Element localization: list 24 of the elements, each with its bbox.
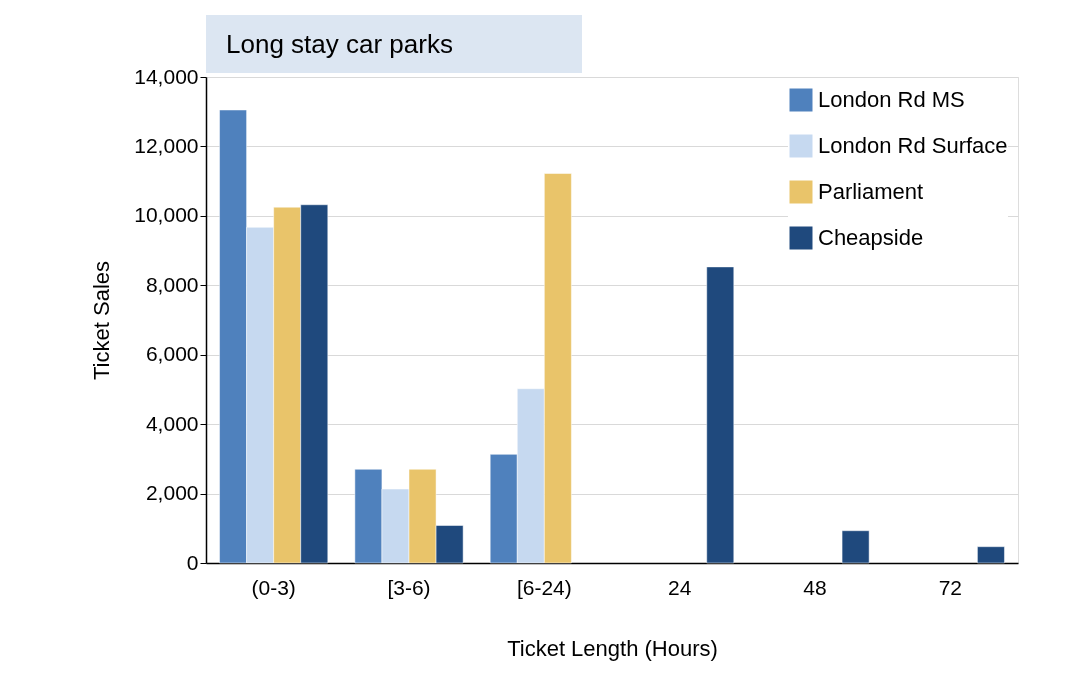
- y-tick-label: 2,000: [145, 481, 199, 505]
- x-tick-label: 48: [803, 575, 827, 599]
- chart-title: Long stay car parks: [226, 29, 453, 59]
- legend-label: London Rd Surface: [818, 133, 1008, 158]
- x-tick-label: [6-24): [516, 575, 572, 599]
- x-tick-label: (0-3): [251, 575, 296, 599]
- bar: [977, 546, 1005, 564]
- y-tick-label: 6,000: [145, 342, 199, 366]
- bar: [841, 530, 870, 564]
- y-axis-title: Ticket Sales: [89, 260, 115, 381]
- bar: [706, 266, 735, 564]
- y-tick-label: 12,000: [134, 133, 199, 157]
- x-axis-title: Ticket Length (Hours): [507, 635, 718, 661]
- legend-label: Cheapside: [818, 225, 924, 250]
- y-tick-label: 0: [186, 550, 199, 574]
- legend-label: Parliament: [818, 179, 924, 204]
- y-tick-label: 14,000: [134, 64, 199, 88]
- y-tick-label: 10,000: [134, 203, 199, 227]
- y-tick-label: 8,000: [145, 272, 199, 296]
- x-tick-label: [3-6): [387, 575, 431, 599]
- y-tick-label: 4,000: [145, 411, 199, 435]
- x-tick-label: 24: [667, 575, 692, 599]
- x-tick-label: 72: [938, 575, 963, 599]
- legend-label: London Rd MS: [818, 87, 965, 112]
